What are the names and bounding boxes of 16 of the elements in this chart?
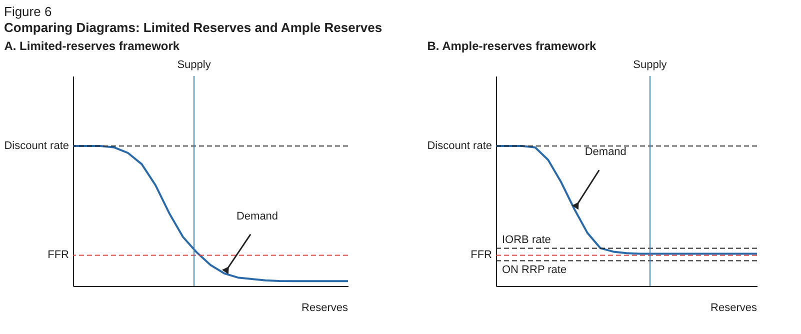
annotation: Demand (584, 146, 626, 158)
annotation: Demand (236, 210, 278, 222)
text: Supply (177, 59, 211, 71)
ref-line-label: Discount rate (4, 140, 69, 152)
text: Comparing Diagrams: Limited Reserves and Ample Reserves (4, 20, 384, 36)
ref-line-label: IORB rate (502, 234, 551, 246)
x-axis-title: Reserves (710, 302, 758, 314)
caption: Figure 6 (4, 4, 53, 20)
x-axis-title: Reserves (302, 302, 348, 314)
ref-line-label: FFR (48, 249, 70, 262)
ref-line-label: FFR (470, 249, 492, 262)
ref-line-label: ON RRP rate (502, 264, 567, 276)
chart-title: B. Ample-reserves framework (427, 39, 596, 53)
ref-line-label: Discount rate (427, 140, 492, 152)
text: Supply (633, 59, 667, 71)
chart-title: A. Limited-reserves framework (4, 39, 180, 53)
